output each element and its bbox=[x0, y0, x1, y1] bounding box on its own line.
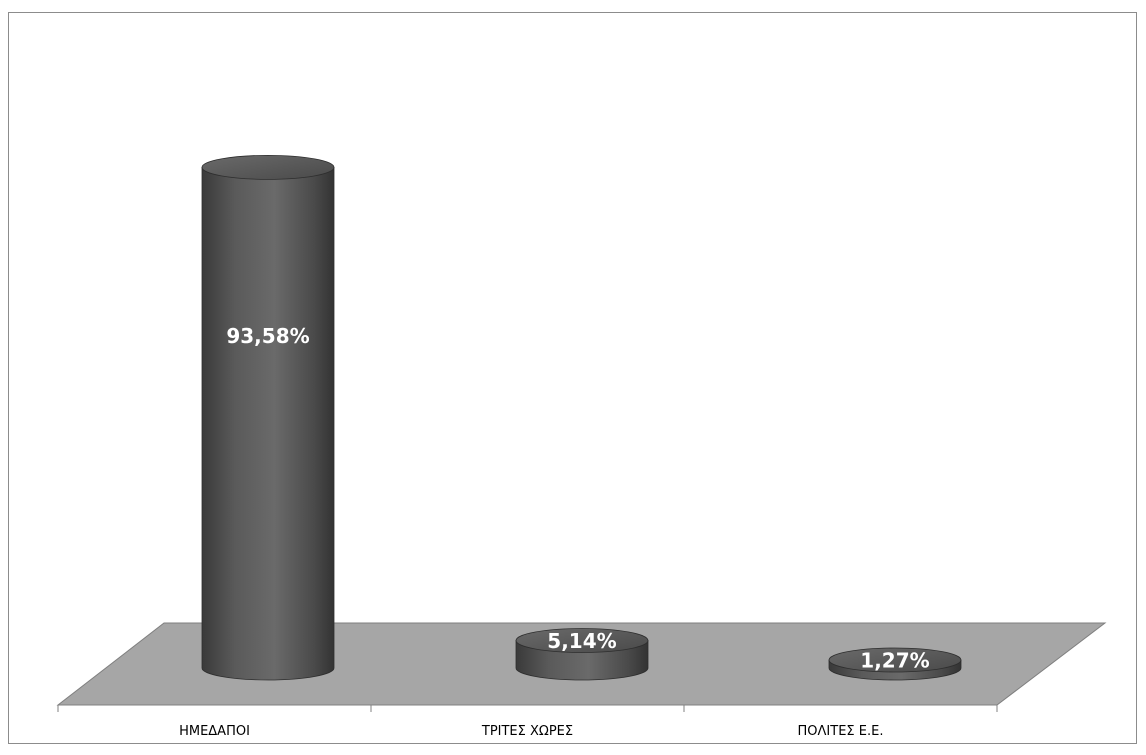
x-tick-label: ΠΟΛΙΤΕΣ Ε.Ε. bbox=[798, 724, 884, 739]
x-tick-label: ΗΜΕΔΑΠΟΙ bbox=[179, 724, 250, 739]
bar-1 bbox=[201, 154, 335, 681]
x-tick-label: ΤΡΙΤΕΣ ΧΩΡΕΣ bbox=[481, 724, 573, 739]
bar-2 bbox=[515, 628, 649, 681]
bar-top bbox=[828, 647, 962, 673]
bar-body bbox=[201, 166, 335, 681]
data-label: 93,58% bbox=[226, 324, 309, 348]
bar-top bbox=[515, 628, 649, 653]
bar-3 bbox=[828, 647, 962, 681]
data-label: 1,27% bbox=[860, 649, 929, 673]
bar-top bbox=[201, 154, 335, 180]
chart-frame bbox=[8, 12, 1137, 744]
data-label: 5,14% bbox=[547, 629, 616, 653]
